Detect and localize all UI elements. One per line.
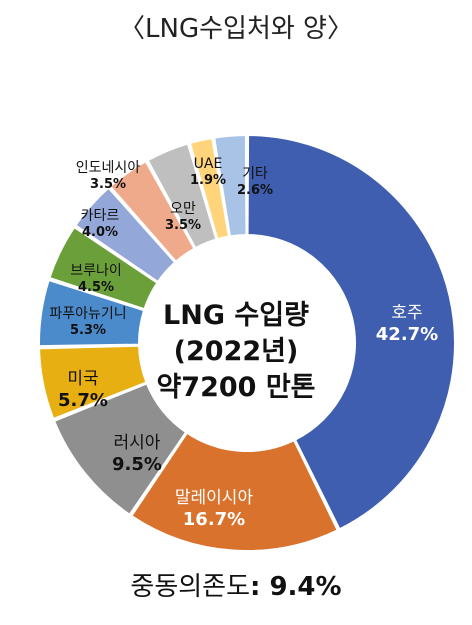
slice-2 bbox=[130, 431, 339, 552]
slice-label-name: 브루나이 bbox=[70, 263, 122, 279]
chart-title: 〈LNG수입처와 양〉 bbox=[119, 14, 353, 44]
slice-label-name: 파푸아뉴기니 bbox=[49, 306, 126, 322]
slice-8 bbox=[108, 159, 196, 264]
slice-label-name: 호주 bbox=[391, 303, 422, 323]
slice-7 bbox=[74, 186, 177, 284]
center-label: LNG 수입량 (2022년) 약7200 만톤 bbox=[156, 300, 315, 403]
slice-3 bbox=[52, 382, 188, 517]
slice-label-value: 5.3% bbox=[70, 323, 106, 338]
footer: 중동의존도: 9.4% bbox=[0, 566, 472, 603]
slice-label-value: 5.7% bbox=[58, 390, 108, 411]
center-line-1: LNG 수입량 bbox=[163, 300, 309, 331]
slice-1 bbox=[246, 133, 456, 531]
slice-label-value: 3.5% bbox=[90, 177, 126, 192]
slice-label-value: 1.9% bbox=[190, 173, 226, 188]
slice-label-name: 러시아 bbox=[114, 433, 161, 453]
slice-label-value: 9.5% bbox=[112, 454, 162, 475]
slice-label-value: 4.0% bbox=[82, 225, 118, 240]
footer-value: : 9.4% bbox=[250, 572, 342, 602]
slice-label-value: 42.7% bbox=[376, 324, 438, 345]
slice-label-name: 오만 bbox=[170, 201, 196, 217]
slice-label-name: 기타 bbox=[242, 166, 268, 182]
slice-label-value: 4.5% bbox=[78, 280, 114, 295]
footer-label: 중동의존도 bbox=[130, 572, 251, 602]
slice-label-value: 3.5% bbox=[165, 218, 201, 233]
slice-9 bbox=[146, 142, 218, 250]
slice-label-name: 말레이시아 bbox=[175, 488, 254, 508]
slice-11 bbox=[213, 133, 248, 238]
center-line-2: (2022년) bbox=[174, 336, 299, 367]
slice-4 bbox=[38, 344, 148, 421]
slice-label-name: 미국 bbox=[67, 369, 98, 389]
slice-label-name: UAE bbox=[194, 156, 223, 172]
slice-label-name: 인도네시아 bbox=[76, 160, 141, 176]
donut-slices bbox=[38, 133, 456, 552]
center-line-3: 약7200 만톤 bbox=[156, 372, 315, 403]
donut-hole bbox=[140, 236, 354, 450]
slice-5 bbox=[38, 278, 146, 348]
slice-label-value: 2.6% bbox=[237, 183, 273, 198]
slice-label-value: 16.7% bbox=[183, 509, 245, 530]
slice-10 bbox=[188, 136, 231, 241]
slice-label-name: 카타르 bbox=[81, 208, 120, 224]
slice-6 bbox=[48, 225, 159, 311]
